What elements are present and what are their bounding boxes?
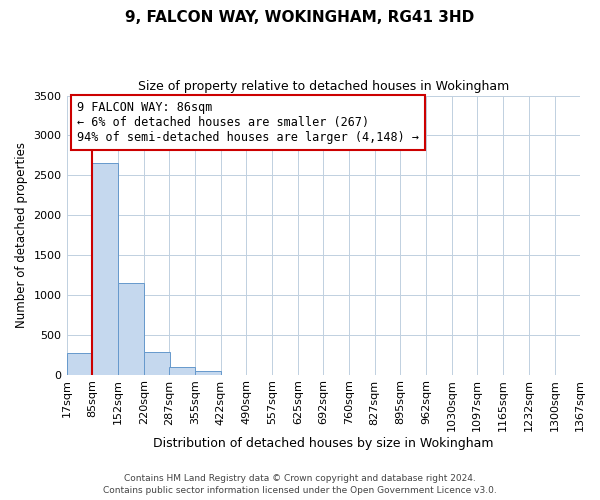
Text: Contains HM Land Registry data © Crown copyright and database right 2024.
Contai: Contains HM Land Registry data © Crown c… [103, 474, 497, 495]
X-axis label: Distribution of detached houses by size in Wokingham: Distribution of detached houses by size … [153, 437, 494, 450]
Text: 9 FALCON WAY: 86sqm
← 6% of detached houses are smaller (267)
94% of semi-detach: 9 FALCON WAY: 86sqm ← 6% of detached hou… [77, 101, 419, 144]
Bar [92, 164, 118, 374]
Bar [118, 283, 144, 374]
Title: Size of property relative to detached houses in Wokingham: Size of property relative to detached ho… [137, 80, 509, 93]
Bar [195, 372, 221, 374]
Bar [169, 368, 195, 374]
Text: 9, FALCON WAY, WOKINGHAM, RG41 3HD: 9, FALCON WAY, WOKINGHAM, RG41 3HD [125, 10, 475, 25]
Y-axis label: Number of detached properties: Number of detached properties [15, 142, 28, 328]
Bar [67, 353, 92, 374]
Bar [144, 352, 170, 374]
